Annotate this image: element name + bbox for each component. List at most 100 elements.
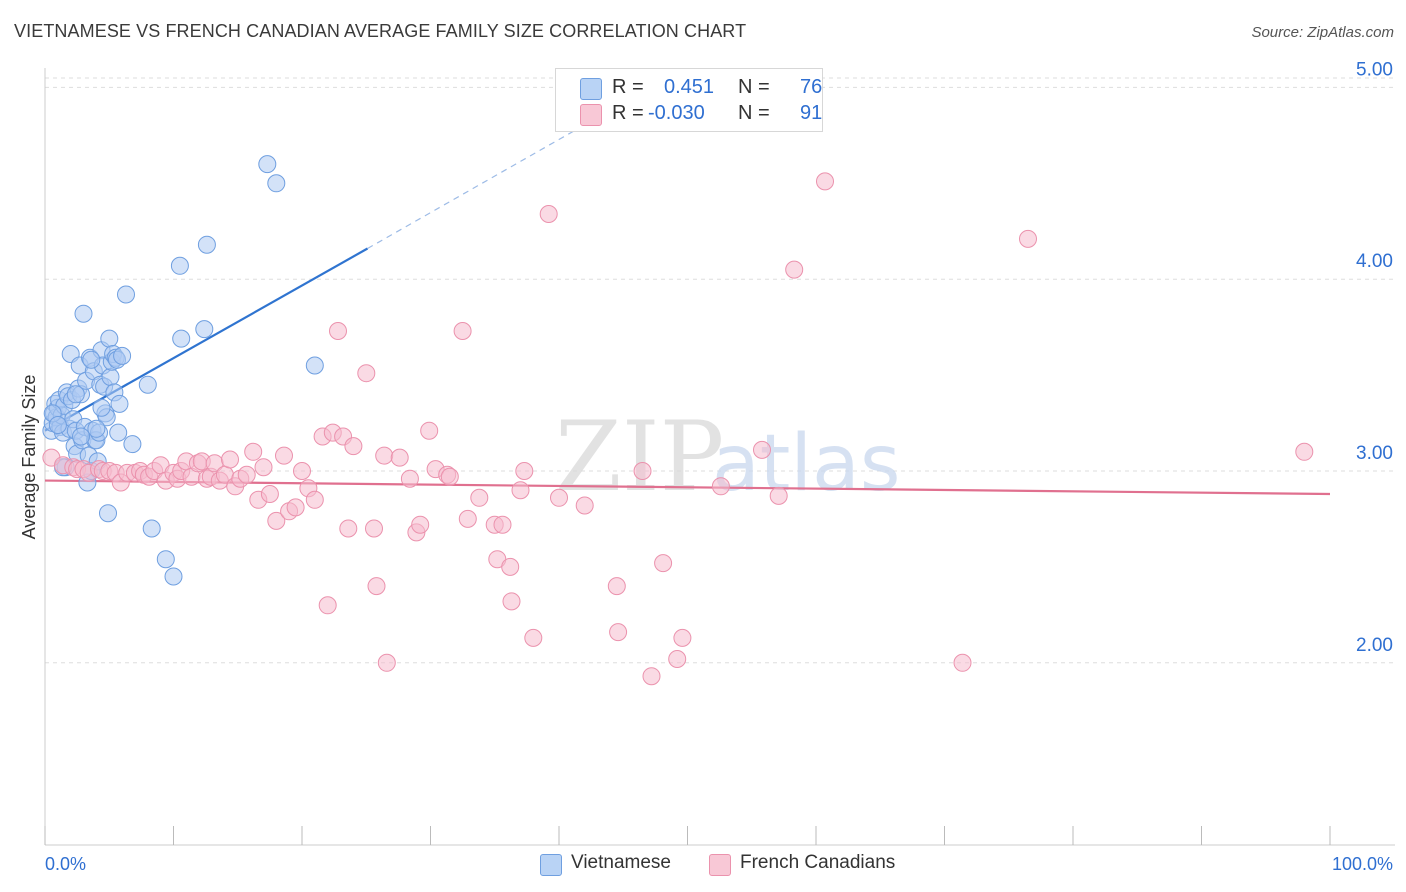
point-vietnamese [99,504,117,523]
point-french-canadian [642,667,661,686]
point-french-canadian [668,650,687,668]
point-french-canadian [365,519,383,538]
point-vietnamese [195,320,214,339]
y-tick-label: 5.00 [1356,59,1393,80]
point-vietnamese [92,398,111,417]
point-vietnamese [100,329,119,348]
point-french-canadian [1295,442,1314,461]
legend-item-vietnamese: Vietnamese [540,852,690,876]
point-french-canadian [493,515,512,534]
pink-swatch [709,854,731,876]
point-french-canadian [375,446,394,465]
point-french-canadian [515,462,534,480]
point-vietnamese [156,550,175,569]
r-value: -0.030 [648,102,705,124]
point-french-canadian [501,557,520,576]
point-french-canadian [293,462,311,480]
gridlines [45,77,1395,664]
point-french-canadian [329,322,347,340]
data-points [42,155,1314,686]
tick-labels: 2.00 3.00 4.00 5.00 0.0% 100.0% [45,59,1393,874]
point-french-canadian [511,481,530,500]
x-tick-label: 100.0% [1332,854,1393,874]
point-french-canadian [367,577,386,596]
point-vietnamese [164,567,183,586]
point-vietnamese [66,385,85,404]
point-vietnamese [267,174,286,193]
point-french-canadian [357,364,376,383]
y-tick-label: 2.00 [1356,635,1393,656]
point-vietnamese [138,375,157,394]
point-french-canadian [769,486,788,505]
point-vietnamese [172,329,191,348]
legend-label: Vietnamese [571,852,671,873]
r-label: R = [612,102,644,124]
point-vietnamese [197,235,216,254]
point-vietnamese [109,423,128,442]
blue-swatch [540,854,562,876]
point-french-canadian [470,488,489,507]
point-french-canadian [305,490,324,509]
point-vietnamese [113,346,132,365]
y-tick-label: 3.00 [1356,443,1393,464]
point-french-canadian [753,440,771,459]
point-french-canadian [440,467,459,486]
point-french-canadian [785,260,804,279]
point-french-canadian [633,462,652,480]
point-french-canadian [1019,229,1037,248]
point-french-canadian [816,172,834,191]
trendline-vietnamese [44,247,369,432]
r-label: R = [612,76,644,98]
point-french-canadian [275,446,293,465]
trendline-french-canadians [44,479,1331,496]
point-vietnamese [48,416,67,434]
n-label: N = [738,102,770,124]
point-french-canadian [411,515,430,534]
point-french-canadian [539,205,558,223]
point-french-canadian [524,628,543,647]
blue-swatch [580,78,602,100]
y-axis-label: Average Family Size [19,375,39,540]
watermark-atlas: atlas [712,419,901,509]
point-french-canadian [267,511,286,530]
point-vietnamese [117,285,135,304]
point-french-canadian [318,596,337,615]
x-tick-label: 0.0% [45,854,86,874]
point-vietnamese [72,427,90,446]
chart-title: VIETNAMESE VS FRENCH CANADIAN AVERAGE FA… [14,21,747,41]
point-french-canadian [286,498,305,517]
point-french-canadian [344,437,363,456]
n-label: N = [738,76,770,98]
correlation-legend: R = 0.451 N = 76 R = -0.030 N = 91 [555,68,823,132]
point-french-canadian [420,421,439,440]
point-french-canadian [502,592,521,611]
trendline-vietnamese-extension [367,121,591,250]
legend-row-vietnamese: R = 0.451 N = 76 [580,75,823,101]
legend-label: French Canadians [740,852,896,873]
point-french-canadian [711,477,730,496]
point-french-canadian [654,554,673,573]
point-french-canadian [609,623,628,642]
point-vietnamese [101,368,120,386]
point-french-canadian [400,469,419,488]
point-french-canadian [237,465,256,484]
point-french-canadian [244,442,263,461]
n-value: 91 [800,102,823,124]
point-french-canadian [550,488,568,507]
pink-swatch [580,104,602,126]
legend-item-french-canadians: French Canadians [709,852,909,876]
point-french-canadian [458,509,477,528]
legend-row-french-canadians: R = -0.030 N = 91 [580,101,823,127]
point-french-canadian [673,628,692,647]
point-french-canadian [377,653,396,672]
point-french-canadian [953,653,972,672]
r-value: 0.451 [664,76,715,98]
watermark-zip: ZIP [555,401,724,513]
point-vietnamese [74,304,93,323]
point-french-canadian [254,458,273,477]
point-french-canadian [453,322,472,340]
point-french-canadian [607,577,626,596]
point-french-canadian [390,448,409,467]
n-value: 76 [800,76,823,98]
